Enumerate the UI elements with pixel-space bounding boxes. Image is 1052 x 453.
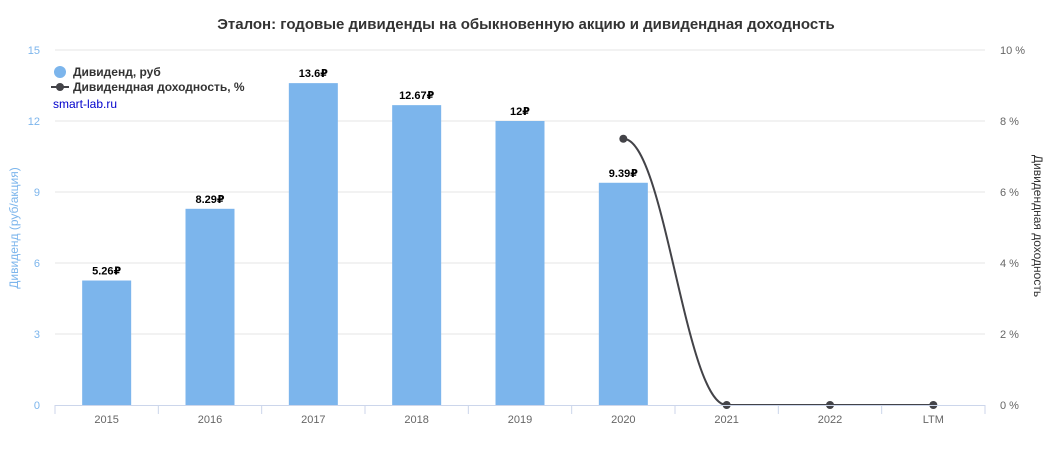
yield-point-2020 (619, 134, 628, 143)
y-left-tick-label-5: 15 (28, 45, 40, 57)
legend-item-yield[interactable]: Дивидендная доходность, % (51, 80, 245, 94)
bar-label-2015: 5.26₽ (92, 266, 121, 278)
y-axis-left: 0 3 6 9 12 15 (28, 45, 40, 412)
x-tick-label-2018: 2018 (404, 414, 428, 426)
y-right-tick-label-5: 10 % (1000, 45, 1025, 57)
y-left-tick-label-2: 6 (34, 258, 40, 270)
legend-item-dividend[interactable]: Дивиденд, руб (54, 65, 161, 79)
x-tick-label-2022: 2022 (818, 414, 842, 426)
x-tick-label-LTM: LTM (923, 414, 944, 426)
yield-line (623, 137, 934, 406)
x-tick-label-2017: 2017 (301, 414, 325, 426)
y-axis-right-title: Дивидендная доходность (1031, 155, 1045, 297)
bar-2015 (82, 280, 132, 405)
bar-label-2016: 8.29₽ (195, 194, 224, 206)
legend-yield-label: Дивидендная доходность, % (73, 80, 245, 94)
x-tick-label-2019: 2019 (508, 414, 532, 426)
y-right-tick-label-0: 0 % (1000, 400, 1019, 412)
yield-line-series (619, 134, 938, 409)
y-right-tick-label-4: 8 % (1000, 116, 1019, 128)
y-left-tick-label-1: 3 (34, 329, 40, 341)
legend-yield-marker (56, 83, 64, 91)
y-right-tick-label-2: 4 % (1000, 258, 1019, 270)
legend-dividend-label: Дивиденд, руб (73, 65, 161, 79)
y-axis-left-title: Дивиденд (руб/акция) (7, 167, 21, 288)
x-axis: 2015 2016 2017 2018 2019 2020 2021 2022 LTM (54, 405, 986, 426)
y-left-tick-label-3: 9 (34, 187, 40, 199)
bar-series (82, 83, 648, 405)
bar-label-2020: 9.39₽ (609, 168, 638, 180)
bar-data-labels: 5.26₽ 8.29₽ 13.6₽ 12.67₽ 12₽ 9.39₽ (92, 68, 638, 277)
bar-2018 (392, 105, 442, 405)
bar-label-2017: 13.6₽ (299, 68, 328, 80)
legend-dividend-marker (54, 66, 66, 78)
credit-link[interactable]: smart-lab.ru (53, 97, 117, 111)
bar-2017 (288, 83, 338, 405)
y-left-tick-label-0: 0 (34, 400, 40, 412)
y-axis-right: 0 % 2 % 4 % 6 % 8 % 10 % (1000, 45, 1025, 412)
x-tick-label-2021: 2021 (714, 414, 738, 426)
x-tick-label-2020: 2020 (611, 414, 635, 426)
bar-2020 (598, 182, 648, 405)
bar-2019 (495, 121, 545, 405)
y-left-tick-label-4: 12 (28, 116, 40, 128)
x-tick-label-2016: 2016 (198, 414, 222, 426)
x-tick-label-2015: 2015 (94, 414, 118, 426)
bar-label-2018: 12.67₽ (399, 90, 435, 102)
y-right-tick-label-1: 2 % (1000, 329, 1019, 341)
bar-2016 (185, 208, 235, 405)
chart-title: Эталон: годовые дивиденды на обыкновенну… (217, 16, 835, 33)
bar-label-2019: 12₽ (510, 106, 530, 118)
y-right-tick-label-3: 6 % (1000, 187, 1019, 199)
legend: Дивиденд, руб Дивидендная доходность, % … (51, 65, 245, 111)
